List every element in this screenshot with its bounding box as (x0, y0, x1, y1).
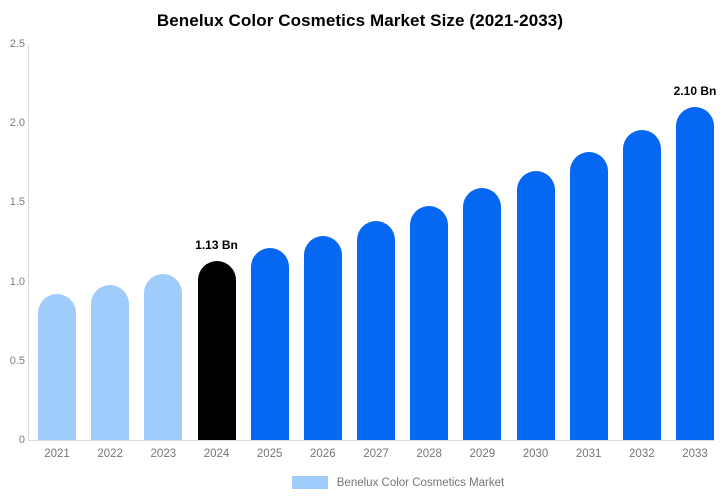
x-tick-label-2032: 2032 (629, 448, 655, 460)
data-label-2033: 2.10 Bn (673, 84, 717, 98)
data-label-2024: 1.13 Bn (195, 238, 238, 252)
y-tick-label: 1.5 (9, 196, 25, 209)
bar-2029 (463, 188, 502, 440)
x-axis-line (28, 440, 714, 441)
x-tick-label-2021: 2021 (44, 448, 70, 460)
bar-2033 (676, 107, 714, 440)
bar-2030 (516, 171, 555, 440)
bar-2031 (569, 152, 608, 440)
x-tick-label-2022: 2022 (97, 448, 123, 460)
x-tick-label-2030: 2030 (522, 448, 549, 460)
y-tick-label: 0 (18, 434, 25, 446)
x-tick-label-2031: 2031 (575, 448, 602, 460)
x-tick-label-2028: 2028 (416, 448, 442, 460)
x-tick-label-2024: 2024 (203, 448, 230, 460)
bar-2024 (197, 261, 236, 440)
bar-2027 (357, 221, 395, 440)
bar-2028 (410, 206, 449, 440)
legend-label: Benelux Color Cosmetics Market (336, 476, 505, 489)
y-tick-label: 0.5 (9, 354, 25, 367)
x-tick-label-2023: 2023 (150, 448, 177, 460)
bar-2021 (38, 294, 76, 440)
bar-2025 (250, 248, 289, 440)
y-tick-label: 2.0 (9, 117, 25, 130)
bar-2032 (622, 130, 661, 440)
x-tick-label-2029: 2029 (469, 448, 496, 460)
y-axis-line (28, 44, 29, 440)
x-tick-label-2026: 2026 (310, 448, 336, 460)
x-tick-label-2033: 2033 (682, 448, 708, 460)
legend-swatch (291, 476, 328, 489)
x-tick-label-2027: 2027 (363, 448, 389, 460)
y-tick-label: 1.0 (9, 275, 25, 288)
bar-2022 (91, 285, 130, 440)
bar-2023 (144, 274, 183, 440)
x-tick-label-2025: 2025 (256, 448, 283, 460)
bar-2026 (303, 236, 342, 440)
chart-title: Benelux Color Cosmetics Market Size (202… (156, 11, 564, 30)
legend: Benelux Color Cosmetics Market (38, 476, 720, 489)
y-tick-label: 2.5 (9, 38, 25, 50)
